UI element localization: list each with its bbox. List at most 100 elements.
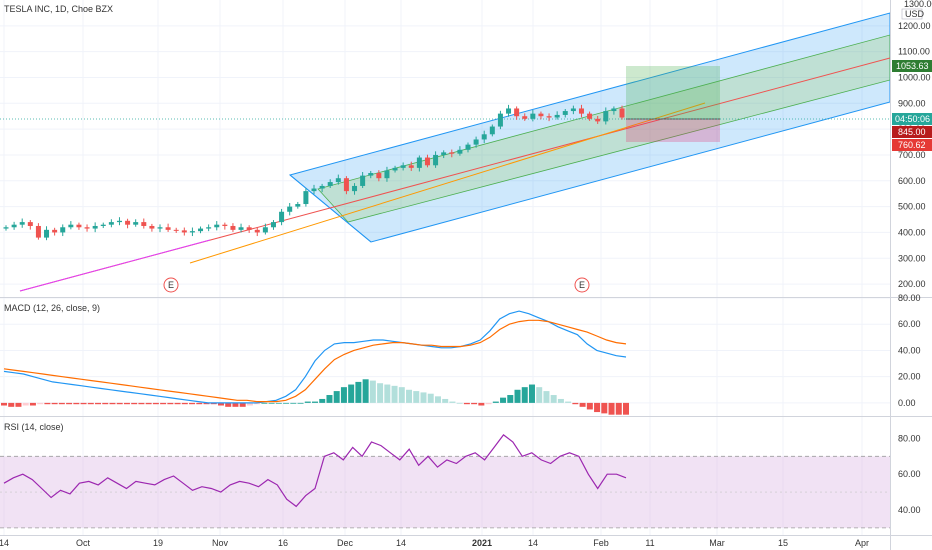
candle-body[interactable]	[100, 224, 106, 226]
candle-body[interactable]	[433, 154, 439, 166]
candle-body[interactable]	[376, 173, 382, 179]
candle-body[interactable]	[595, 118, 601, 122]
candle-body[interactable]	[392, 167, 398, 171]
candle-body[interactable]	[319, 185, 325, 189]
candle-body[interactable]	[514, 108, 520, 117]
rsi-series[interactable]	[0, 434, 890, 529]
candle-body[interactable]	[562, 111, 568, 115]
candle-body[interactable]	[465, 144, 471, 150]
candle-body[interactable]	[270, 222, 276, 228]
candle-body[interactable]	[587, 113, 593, 119]
macd-pane[interactable]	[0, 298, 890, 416]
target-zone[interactable]	[626, 66, 720, 119]
rsi-pane[interactable]	[0, 417, 890, 535]
candlestick-series[interactable]	[3, 104, 625, 241]
currency-box[interactable]	[901, 8, 923, 20]
candle-body[interactable]	[449, 152, 455, 154]
trend-line[interactable]	[189, 102, 706, 264]
candle-body[interactable]	[84, 227, 90, 229]
candle-body[interactable]	[125, 220, 131, 225]
candle-body[interactable]	[279, 211, 285, 223]
candle-body[interactable]	[489, 126, 495, 135]
candle-body[interactable]	[400, 165, 406, 168]
candle-body[interactable]	[311, 188, 317, 192]
candle-body[interactable]	[295, 204, 301, 207]
candle-body[interactable]	[424, 157, 430, 166]
candle-body[interactable]	[181, 230, 187, 233]
candle-body[interactable]	[360, 175, 366, 186]
candle-body[interactable]	[173, 229, 179, 231]
long-position-tool[interactable]	[626, 66, 720, 142]
candle-body[interactable]	[165, 227, 171, 230]
candle-body[interactable]	[230, 225, 236, 230]
time-axis[interactable]: 14 Oct 19 Nov 16 Dec 14 2021 14 Feb 11 Mar 15 Apr	[0, 538, 869, 548]
candle-body[interactable]	[522, 116, 528, 119]
candle-body[interactable]	[19, 222, 25, 225]
candle-body[interactable]	[116, 220, 122, 223]
candle-body[interactable]	[44, 229, 50, 238]
candle-body[interactable]	[457, 149, 463, 154]
currency-label[interactable]: USD	[905, 9, 925, 19]
rsi-line[interactable]	[3, 434, 627, 508]
candle-body[interactable]	[335, 178, 341, 183]
candle-body[interactable]	[92, 225, 98, 229]
candle-body[interactable]	[287, 206, 293, 212]
macd-title[interactable]: MACD (12, 26, close, 9)	[4, 303, 100, 313]
candle-body[interactable]	[11, 224, 17, 228]
candle-body[interactable]	[246, 227, 252, 230]
macd-signal-line[interactable]	[3, 319, 627, 403]
candle-body[interactable]	[141, 222, 147, 226]
macd-series[interactable]	[1, 310, 629, 415]
channel-left-edge[interactable]	[289, 174, 372, 243]
earnings-marker[interactable]	[574, 277, 590, 293]
candle-body[interactable]	[619, 108, 625, 118]
candle-body[interactable]	[198, 228, 204, 232]
candle-body[interactable]	[214, 224, 220, 228]
macd-axis[interactable]: 0.00 20.00 40.00 60.00 80.00	[898, 293, 921, 408]
candle-body[interactable]	[497, 113, 503, 127]
price-axis[interactable]: 1300.00 USD 200.00 300.00 400.00 500.00 600.…	[898, 0, 932, 289]
candle-body[interactable]	[206, 227, 212, 229]
candle-body[interactable]	[538, 113, 544, 117]
candle-body[interactable]	[108, 222, 114, 225]
candle-body[interactable]	[352, 185, 358, 192]
candle-body[interactable]	[68, 224, 74, 228]
candle-body[interactable]	[189, 231, 195, 233]
candle-body[interactable]	[238, 227, 244, 230]
candle-body[interactable]	[222, 224, 228, 226]
candle-body[interactable]	[506, 108, 512, 114]
candle-body[interactable]	[578, 108, 584, 114]
candle-body[interactable]	[546, 116, 552, 118]
regression-channel[interactable]	[288, 12, 891, 243]
candle-body[interactable]	[570, 108, 576, 112]
candle-body[interactable]	[416, 157, 422, 168]
candle-body[interactable]	[76, 224, 82, 228]
candle-body[interactable]	[262, 227, 268, 233]
candle-body[interactable]	[481, 134, 487, 140]
candle-body[interactable]	[384, 170, 390, 179]
earnings-marker[interactable]	[163, 277, 179, 293]
candle-body[interactable]	[157, 227, 163, 229]
candle-body[interactable]	[327, 182, 333, 186]
candle-body[interactable]	[52, 229, 58, 233]
pre-trend-line[interactable]	[19, 239, 211, 292]
macd-line[interactable]	[3, 310, 627, 404]
candle-body[interactable]	[530, 113, 536, 119]
candle-body[interactable]	[441, 152, 447, 155]
candle-body[interactable]	[603, 111, 609, 122]
candle-body[interactable]	[27, 222, 33, 226]
candle-body[interactable]	[133, 222, 139, 225]
candle-body[interactable]	[343, 178, 349, 192]
candle-body[interactable]	[254, 229, 260, 233]
candle-body[interactable]	[60, 227, 66, 233]
candle-body[interactable]	[473, 139, 479, 145]
stop-zone[interactable]	[626, 119, 720, 142]
rsi-title[interactable]: RSI (14, close)	[4, 422, 64, 432]
candle-body[interactable]	[368, 173, 374, 176]
rsi-axis[interactable]: 40.00 60.00 80.00	[898, 433, 921, 515]
candle-body[interactable]	[408, 165, 414, 168]
candle-body[interactable]	[611, 108, 617, 112]
symbol-title[interactable]: TESLA INC, 1D, Choe BZX	[4, 4, 113, 14]
